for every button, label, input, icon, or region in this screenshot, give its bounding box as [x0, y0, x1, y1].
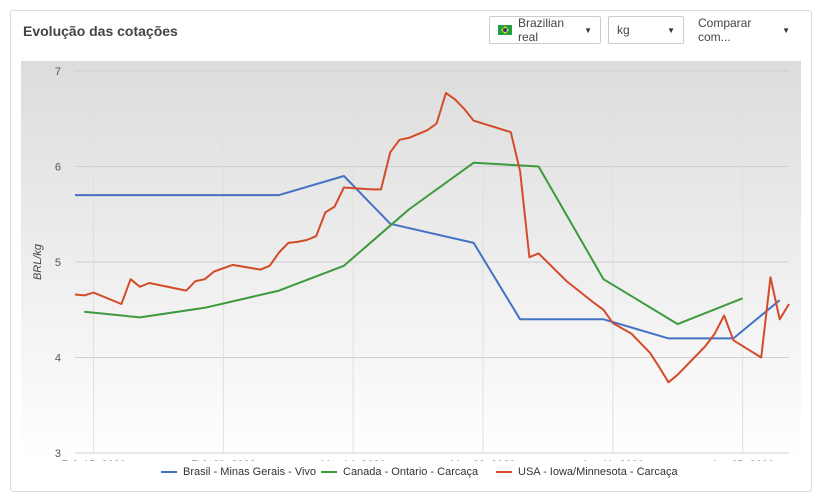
compare-select-label: Comparar com...: [698, 16, 752, 44]
series-line-1: [75, 175, 781, 340]
y-tick-label: 5: [55, 257, 61, 269]
currency-select[interactable]: Brazilian real ▼: [489, 16, 601, 44]
x-tick-label: Feb 29, 2020: [191, 459, 256, 461]
x-tick-label: Mar 14, 2020: [321, 459, 386, 461]
brazil-flag-icon: [498, 25, 512, 35]
unit-select-label: kg: [617, 23, 630, 37]
y-tick-label: 6: [55, 162, 61, 174]
caret-down-icon: ▼: [584, 25, 592, 35]
x-tick-label: Mar 28, 2020: [451, 459, 516, 461]
legend-swatch: [321, 471, 337, 473]
legend-swatch: [496, 471, 512, 473]
caret-down-icon: ▼: [667, 25, 675, 35]
y-tick-label: 3: [55, 448, 61, 460]
y-tick-label: 7: [55, 66, 61, 78]
legend-item[interactable]: USA - Iowa/Minnesota - Carcaça: [496, 466, 678, 478]
compare-select[interactable]: Comparar com... ▼: [689, 16, 799, 44]
legend-item[interactable]: Canada - Ontario - Carcaça: [321, 466, 478, 478]
chart-legend: Brasil - Minas Gerais - Vivo Canada - Ont…: [11, 466, 811, 486]
series-line-2: [84, 161, 743, 326]
legend-item[interactable]: Brasil - Minas Gerais - Vivo: [161, 466, 316, 478]
price-chart: 3 4 5 6 7 Feb 15, 2020 Feb 29, 2020 Mar 14, 202…: [21, 61, 801, 461]
plot-background: [21, 61, 801, 461]
series-line-3: [74, 92, 790, 384]
legend-swatch: [161, 471, 177, 473]
currency-select-label: Brazilian real: [518, 16, 565, 44]
y-axis-title: BRL/kg: [32, 243, 44, 280]
unit-select[interactable]: kg ▼: [608, 16, 684, 44]
legend-label: Canada - Ontario - Carcaça: [343, 466, 479, 478]
x-tick-label: Feb 15, 2020: [61, 459, 126, 461]
x-tick-label: Apr 11, 2020: [582, 459, 644, 461]
caret-down-icon: ▼: [782, 25, 790, 35]
y-tick-label: 4: [55, 353, 61, 365]
panel-header: Evolução das cotações Brazilian real ▼ k…: [11, 11, 811, 51]
x-tick-label: Apr 25, 2020: [711, 459, 774, 461]
legend-label: Brasil - Minas Gerais - Vivo: [183, 466, 317, 478]
panel-title: Evolução das cotações: [23, 23, 178, 39]
legend-label: USA - Iowa/Minnesota - Carcaça: [518, 466, 678, 478]
price-evolution-panel: Evolução das cotações Brazilian real ▼ k…: [10, 10, 812, 492]
